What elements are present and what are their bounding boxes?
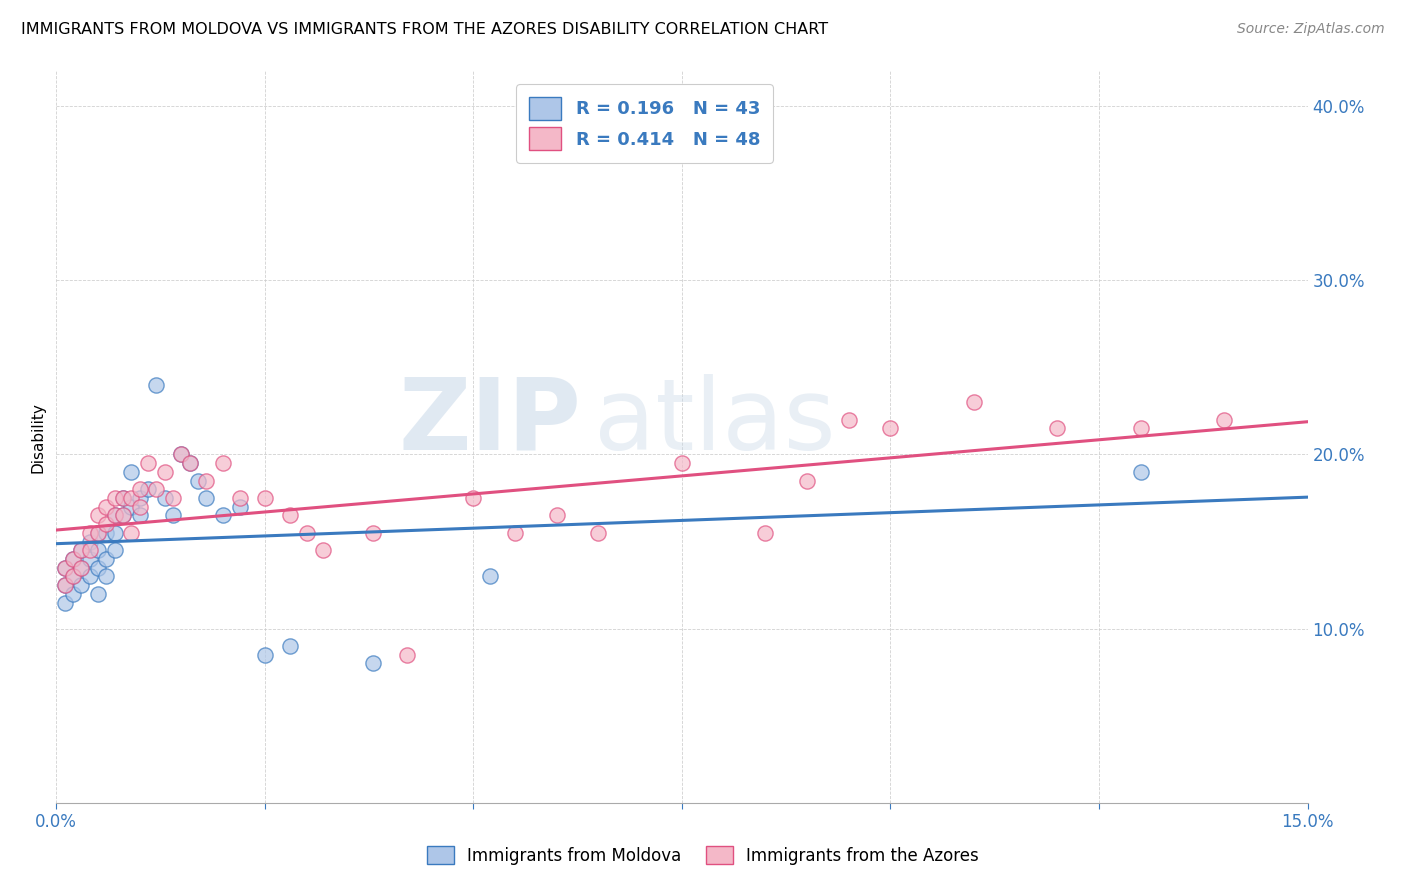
Point [111, 508, 134, 523]
Point [128, 508, 150, 523]
Point [1046, 421, 1069, 435]
Point [62, 587, 84, 601]
Point [229, 491, 252, 505]
Point [153, 491, 176, 505]
Point [546, 508, 568, 523]
Point [128, 500, 150, 514]
Point [136, 456, 159, 470]
Point [153, 465, 176, 479]
Point [136, 483, 159, 497]
Point [70, 560, 93, 574]
Point [128, 483, 150, 497]
Point [295, 525, 318, 540]
Point [796, 474, 818, 488]
Point [503, 525, 526, 540]
Point [1129, 421, 1152, 435]
Point [162, 491, 184, 505]
Point [96, 525, 118, 540]
Point [53, 560, 76, 574]
Point [479, 569, 502, 583]
Point [195, 491, 218, 505]
Point [70, 578, 93, 592]
Point [463, 491, 485, 505]
Point [179, 456, 201, 470]
Point [879, 421, 901, 435]
Point [104, 543, 127, 558]
Point [187, 474, 209, 488]
Point [838, 412, 860, 426]
Point [87, 543, 110, 558]
Point [104, 508, 127, 523]
Point [53, 578, 76, 592]
Text: IMMIGRANTS FROM MOLDOVA VS IMMIGRANTS FROM THE AZORES DISABILITY CORRELATION CHA: IMMIGRANTS FROM MOLDOVA VS IMMIGRANTS FR… [21, 22, 828, 37]
Point [79, 534, 101, 549]
Point [162, 508, 184, 523]
Legend: R = 0.196   N = 43, R = 0.414   N = 48: R = 0.196 N = 43, R = 0.414 N = 48 [516, 84, 773, 163]
Text: Source: ZipAtlas.com: Source: ZipAtlas.com [1237, 22, 1385, 37]
Point [96, 569, 118, 583]
Y-axis label: Disability: Disability [30, 401, 45, 473]
Point [111, 491, 134, 505]
Point [170, 448, 193, 462]
Point [70, 543, 93, 558]
Point [62, 552, 84, 566]
Text: atlas: atlas [595, 374, 837, 471]
Point [87, 508, 110, 523]
Point [128, 491, 150, 505]
Point [53, 595, 76, 609]
Point [120, 500, 142, 514]
Point [195, 474, 218, 488]
Point [120, 491, 142, 505]
Point [212, 508, 235, 523]
Point [87, 525, 110, 540]
Point [1129, 465, 1152, 479]
Point [104, 491, 127, 505]
Point [62, 569, 84, 583]
Point [361, 657, 384, 671]
Point [62, 552, 84, 566]
Point [96, 552, 118, 566]
Point [671, 456, 693, 470]
Text: ZIP: ZIP [399, 374, 582, 471]
Point [395, 648, 418, 662]
Point [754, 525, 776, 540]
Point [179, 456, 201, 470]
Point [111, 491, 134, 505]
Point [87, 587, 110, 601]
Legend: Immigrants from Moldova, Immigrants from the Azores: Immigrants from Moldova, Immigrants from… [419, 838, 987, 873]
Point [79, 552, 101, 566]
Point [96, 500, 118, 514]
Point [170, 448, 193, 462]
Point [53, 560, 76, 574]
Point [963, 395, 986, 409]
Point [79, 525, 101, 540]
Point [278, 508, 301, 523]
Point [70, 543, 93, 558]
Point [145, 377, 167, 392]
Point [87, 525, 110, 540]
Point [361, 525, 384, 540]
Point [229, 500, 252, 514]
Point [145, 483, 167, 497]
Point [104, 508, 127, 523]
Point [96, 517, 118, 532]
Point [588, 525, 610, 540]
Point [79, 543, 101, 558]
Point [53, 578, 76, 592]
Point [212, 456, 235, 470]
Point [120, 525, 142, 540]
Point [253, 648, 276, 662]
Point [62, 569, 84, 583]
Point [253, 491, 276, 505]
Point [278, 639, 301, 653]
Point [104, 525, 127, 540]
Point [87, 560, 110, 574]
Point [70, 560, 93, 574]
Point [79, 569, 101, 583]
Point [111, 508, 134, 523]
Point [312, 543, 335, 558]
Point [120, 465, 142, 479]
Point [1213, 412, 1236, 426]
